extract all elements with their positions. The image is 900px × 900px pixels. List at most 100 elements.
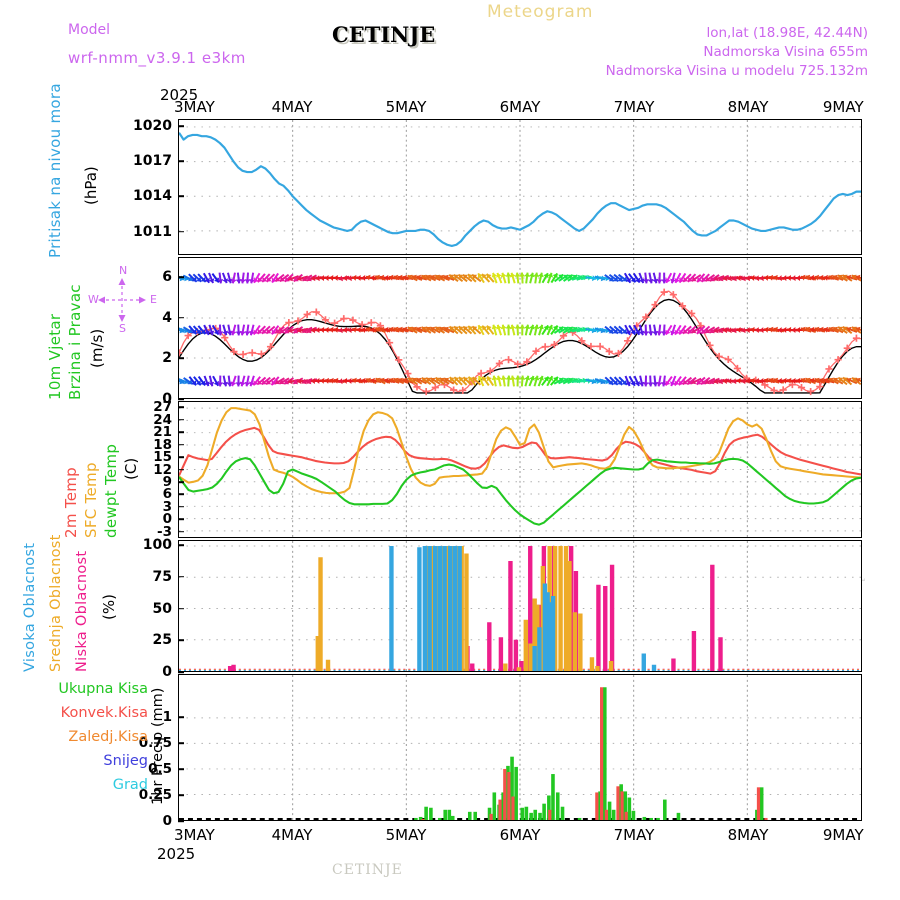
wind-direction-arrow: [388, 326, 400, 333]
panel-temperature[interactable]: [178, 401, 862, 538]
y-tick-wind-2: 2: [162, 350, 172, 367]
wind-direction-arrow: [832, 326, 844, 334]
wind-direction-arrow: [217, 375, 224, 387]
wind-direction-arrow: [416, 377, 427, 385]
wind-direction-arrow: [837, 326, 848, 334]
y-tick-cloud-25: 25: [152, 632, 172, 649]
wind-direction-arrow: [674, 324, 682, 336]
cloud-bar-low: [231, 664, 236, 671]
wind-direction-arrow: [193, 376, 202, 386]
wind-direction-arrow: [500, 324, 507, 336]
precip-bar-total: [473, 811, 478, 820]
wind-direction-arrow: [609, 325, 619, 335]
wind-direction-arrow: [613, 376, 623, 386]
wind-direction-arrow: [690, 326, 702, 334]
wind-gust-marker: [688, 309, 696, 318]
wind-direction-arrow: [656, 324, 663, 336]
wind-gust-marker: [834, 356, 842, 364]
wind-direction-arrow: [642, 324, 649, 336]
wind-direction-arrow: [505, 272, 512, 284]
wind-direction-arrow: [407, 274, 418, 282]
wind-direction-arrow: [287, 275, 299, 282]
wind-direction-arrow: [293, 273, 303, 283]
precip-bar-convective: [548, 809, 552, 820]
wind-gust-marker: [221, 334, 229, 342]
precip-bar-convective: [624, 811, 628, 820]
wind-gust-marker: [807, 388, 815, 396]
wind-direction-arrow: [496, 375, 502, 387]
wind-direction-arrow: [471, 273, 482, 283]
wind-direction-arrow: [397, 326, 409, 333]
wind-direction-arrow: [800, 274, 812, 281]
wind-direction-arrow: [652, 375, 659, 387]
wind-direction-arrow: [235, 272, 242, 284]
wind-direction-arrow: [179, 327, 190, 334]
wind-direction-arrow: [439, 274, 450, 282]
wind-direction-arrow: [623, 272, 632, 284]
wind-gust-marker: [395, 356, 403, 364]
wind-direction-arrow: [704, 326, 716, 334]
cloud-bar-low: [603, 586, 608, 671]
x-axis-tick-8may: 8MAY: [727, 826, 769, 844]
x-axis-tick-3may: 3MAY: [174, 826, 215, 844]
wind-direction-arrow: [188, 325, 198, 335]
wind-gust-marker: [248, 349, 256, 357]
wind-direction-arrow: [274, 273, 285, 283]
x-axis-top: 3MAY 4MAY 5MAY 6MAY 7MAY 8MAY 9MAY: [174, 98, 864, 116]
panel-pressure[interactable]: [178, 119, 862, 255]
wind-direction-arrow: [558, 326, 569, 334]
compass-w: W: [88, 293, 99, 306]
cloud-series: [179, 541, 861, 671]
y-tick-precip-0p75: 0.75: [138, 735, 172, 752]
wind-direction-arrow: [665, 272, 673, 284]
cloud-bar-mid: [503, 663, 508, 671]
wind-direction-arrow: [202, 272, 210, 284]
cloud-bar-mid: [608, 661, 614, 671]
panel-wind[interactable]: [178, 257, 862, 399]
wind-series: [179, 258, 861, 398]
wind-direction-arrow: [628, 375, 636, 387]
precip-bar-total: [560, 806, 565, 820]
wind-direction-arrow: [818, 377, 830, 384]
wind-direction-arrow: [222, 324, 229, 336]
panel-clouds[interactable]: [178, 540, 862, 672]
elevation-text: Nadmorska Visina 655m: [703, 44, 868, 60]
wind-direction-arrow: [279, 377, 290, 385]
wind-direction-arrow: [709, 274, 720, 282]
wind-direction-arrow: [768, 377, 780, 384]
wind-direction-arrow: [599, 378, 611, 385]
wind-gust-marker: [266, 343, 275, 351]
y-tick-pressure-1017: 1017: [133, 153, 172, 170]
wind-gust-marker: [733, 364, 742, 373]
wind-direction-arrow: [420, 274, 432, 282]
y-tick-temp-15: 15: [153, 449, 172, 466]
precip-bar-convective: [595, 792, 599, 820]
wind-direction-arrow: [656, 272, 663, 284]
wind-direction-arrow: [546, 272, 554, 284]
wind-direction-arrow: [179, 378, 185, 385]
cloud-bar-high: [422, 546, 428, 671]
page-title: CETINJE: [332, 22, 436, 47]
wind-direction-arrow: [763, 377, 776, 384]
wind-direction-arrow: [546, 375, 554, 387]
cloud-bar-high: [437, 546, 443, 671]
wind-gust-marker: [642, 313, 650, 321]
wind-gust-marker: [587, 342, 595, 350]
wind-direction-arrow: [541, 272, 549, 284]
precip-bar-convective: [616, 786, 620, 820]
wind-direction-arrow: [402, 326, 414, 333]
y-tick-pressure-1014: 1014: [133, 188, 172, 205]
wind-direction-arrow: [538, 324, 544, 336]
wind-direction-arrow: [226, 324, 233, 336]
wind-direction-arrow: [481, 273, 491, 283]
wind-direction-arrow: [287, 378, 299, 385]
wind-gust-marker: [541, 343, 549, 351]
cloud-bar-high: [550, 596, 556, 671]
panel-precip[interactable]: [178, 674, 862, 821]
precip-bar-total: [603, 687, 607, 820]
wind-direction-arrow: [533, 324, 540, 336]
y-tick-cloud-0: 0: [162, 664, 172, 680]
precip-bar-total: [555, 792, 560, 820]
wind-direction-arrow: [851, 376, 861, 386]
cloud-bar-low: [470, 663, 475, 671]
